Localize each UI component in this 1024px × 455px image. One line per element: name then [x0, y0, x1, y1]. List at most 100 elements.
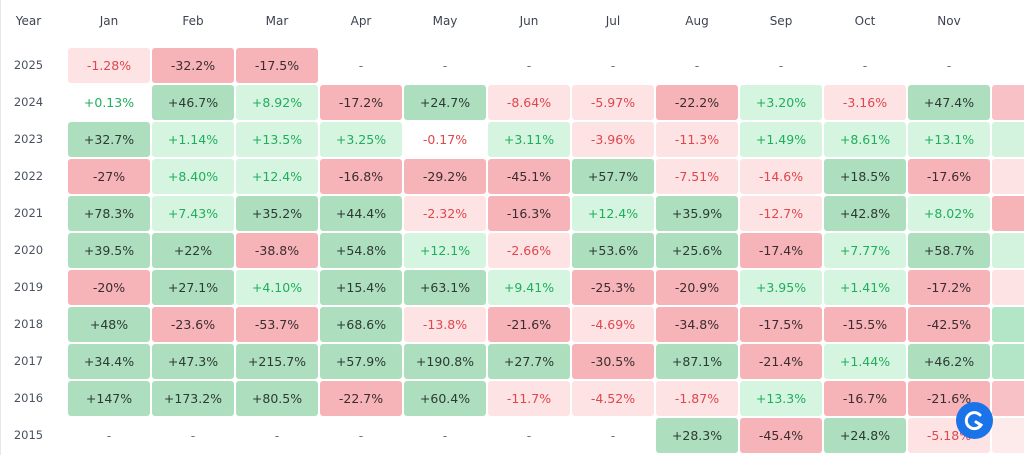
year-label: 2022 [13, 169, 44, 183]
partial-cell [992, 381, 1024, 416]
column-header: Jan [99, 14, 119, 28]
column-header: Nov [937, 14, 961, 28]
return-cell: -17.4% [740, 233, 822, 268]
return-cell: +87.1% [656, 344, 738, 379]
return-cell: +47.3% [152, 344, 234, 379]
return-cell: -23.6% [152, 307, 234, 342]
column-header: Feb [182, 14, 204, 28]
return-cell: +173.2% [152, 381, 234, 416]
return-cell: - [274, 428, 280, 443]
chat-icon [964, 411, 984, 431]
return-cell: +1.14% [152, 122, 234, 157]
column-header: Jul [605, 14, 621, 28]
return-cell: -45.4% [740, 418, 822, 453]
return-cell: +58.7% [908, 233, 990, 268]
partial-cell [992, 233, 1024, 268]
partial-cell [992, 307, 1024, 342]
return-cell: +27.1% [152, 270, 234, 305]
return-cell: -21.6% [488, 307, 570, 342]
year-label: 2025 [13, 58, 44, 72]
column-header: Apr [350, 14, 372, 28]
return-cell: -1.28% [68, 48, 150, 83]
return-cell: - [610, 58, 616, 73]
return-cell: +3.20% [740, 85, 822, 120]
return-cell: +4.10% [236, 270, 318, 305]
return-cell: +53.6% [572, 233, 654, 268]
return-cell: +42.8% [824, 196, 906, 231]
partial-cell [992, 196, 1024, 231]
return-cell: +215.7% [236, 344, 318, 379]
return-cell: -21.4% [740, 344, 822, 379]
year-label: 2024 [13, 95, 44, 109]
return-cell: -17.5% [740, 307, 822, 342]
return-cell: +27.7% [488, 344, 570, 379]
return-cell: - [358, 58, 364, 73]
return-cell: +80.5% [236, 381, 318, 416]
return-cell: +54.8% [320, 233, 402, 268]
column-header: Year [15, 14, 42, 28]
return-cell: -22.2% [656, 85, 738, 120]
return-cell: +1.49% [740, 122, 822, 157]
return-cell: - [778, 58, 784, 73]
return-cell: +12.4% [236, 159, 318, 194]
return-cell: -2.66% [488, 233, 570, 268]
return-cell: -2.32% [404, 196, 486, 231]
return-cell: -29.2% [404, 159, 486, 194]
return-cell: -20% [68, 270, 150, 305]
return-cell: -17.2% [908, 270, 990, 305]
return-cell: -20.9% [656, 270, 738, 305]
year-label: 2019 [13, 280, 44, 294]
return-cell: -11.7% [488, 381, 570, 416]
return-cell: +48% [68, 307, 150, 342]
partial-cell [992, 344, 1024, 379]
return-cell: -8.64% [488, 85, 570, 120]
return-cell: +13.1% [908, 122, 990, 157]
return-cell: -13.8% [404, 307, 486, 342]
return-cell: -1.87% [656, 381, 738, 416]
column-header: Jun [519, 14, 539, 28]
column-header: Aug [685, 14, 709, 28]
return-cell: -30.5% [572, 344, 654, 379]
column-header: Mar [265, 14, 289, 28]
return-cell: -45.1% [488, 159, 570, 194]
return-cell: +47.4% [908, 85, 990, 120]
return-cell: +44.4% [320, 196, 402, 231]
chat-button[interactable] [956, 402, 993, 439]
return-cell: - [190, 428, 196, 443]
return-cell: -3.96% [572, 122, 654, 157]
column-header: May [432, 14, 458, 28]
return-cell: +12.4% [572, 196, 654, 231]
return-cell: -15.5% [824, 307, 906, 342]
year-label: 2023 [13, 132, 44, 146]
year-label: 2015 [13, 428, 44, 442]
return-cell: +32.7% [68, 122, 150, 157]
return-cell: +190.8% [404, 344, 486, 379]
partial-cell [992, 85, 1024, 120]
return-cell: - [694, 58, 700, 73]
return-cell: -25.3% [572, 270, 654, 305]
year-label: 2020 [13, 243, 44, 257]
return-cell: +8.92% [236, 85, 318, 120]
return-cell: -4.52% [572, 381, 654, 416]
return-cell: +1.41% [824, 270, 906, 305]
return-cell: -27% [68, 159, 150, 194]
return-cell: +24.7% [404, 85, 486, 120]
return-cell: -17.6% [908, 159, 990, 194]
return-cell: -16.8% [320, 159, 402, 194]
return-cell: - [526, 58, 532, 73]
return-cell: +46.7% [152, 85, 234, 120]
return-cell: +63.1% [404, 270, 486, 305]
column-header: Sep [769, 14, 793, 28]
return-cell: -16.7% [824, 381, 906, 416]
return-cell: +0.13% [68, 85, 150, 120]
return-cell: -34.8% [656, 307, 738, 342]
return-cell: +3.25% [320, 122, 402, 157]
return-cell: +12.1% [404, 233, 486, 268]
return-cell: -42.5% [908, 307, 990, 342]
return-cell: -17.2% [320, 85, 402, 120]
return-cell: -16.3% [488, 196, 570, 231]
return-cell: +25.6% [656, 233, 738, 268]
partial-cell [992, 270, 1024, 305]
return-cell: +28.3% [656, 418, 738, 453]
